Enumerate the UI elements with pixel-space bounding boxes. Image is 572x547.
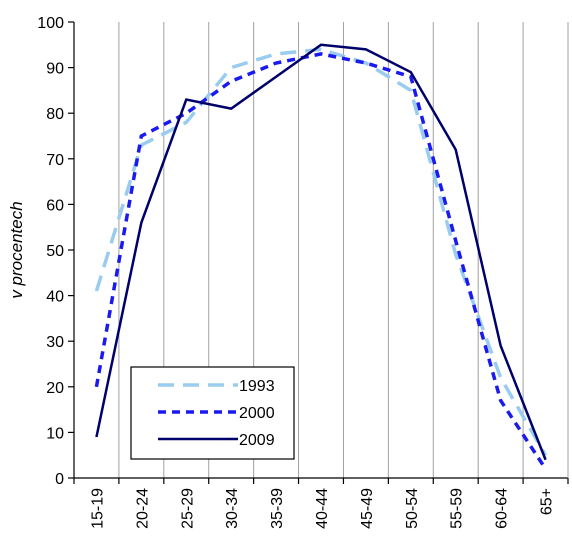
y-tick-label: 10: [46, 425, 64, 442]
x-tick-label: 40-44: [314, 488, 331, 529]
y-tick-label: 70: [46, 152, 64, 169]
x-tick-label: 45-49: [359, 488, 376, 529]
x-tick-label: 50-54: [404, 488, 421, 529]
y-tick-label: 80: [46, 106, 64, 123]
y-tick-labels: 0 10 20 30 40 50 60 70 80 90 100: [37, 15, 64, 488]
x-tick-label: 20-24: [134, 488, 151, 529]
series-line-2009: [95, 43, 547, 461]
x-tick-label: 60-64: [494, 488, 511, 529]
x-tick-label: 35-39: [269, 488, 286, 529]
legend-label-2000: 2000: [239, 405, 275, 422]
y-tick-label: 40: [46, 289, 64, 306]
legend-label-1993: 1993: [239, 378, 275, 395]
y-tick-label: 20: [46, 380, 64, 397]
x-tick-labels: 15-19 20-24 25-29 30-34 35-39 40-44 45-49 50-54…: [89, 488, 555, 529]
series-line-2000: [94, 52, 548, 470]
x-tick-label: 30-34: [224, 488, 241, 529]
y-tick-label: 30: [46, 334, 64, 351]
y-tick-label: 90: [46, 61, 64, 78]
x-tick-label: 65+: [539, 488, 556, 515]
y-tick-label: 100: [37, 15, 64, 32]
x-tick-label: 55-59: [449, 488, 466, 529]
legend-label-2009: 2009: [239, 432, 275, 449]
y-axis-title: v procentech: [7, 201, 26, 298]
series-lines: [94, 43, 548, 470]
legend: 1993 2000 2009: [130, 366, 295, 460]
x-tick-label: 25-29: [179, 488, 196, 529]
axes: [68, 21, 569, 484]
y-tick-label: 60: [46, 197, 64, 214]
y-tick-label: 50: [46, 243, 64, 260]
x-tick-label: 15-19: [89, 488, 106, 529]
y-tick-label: 0: [55, 471, 64, 488]
